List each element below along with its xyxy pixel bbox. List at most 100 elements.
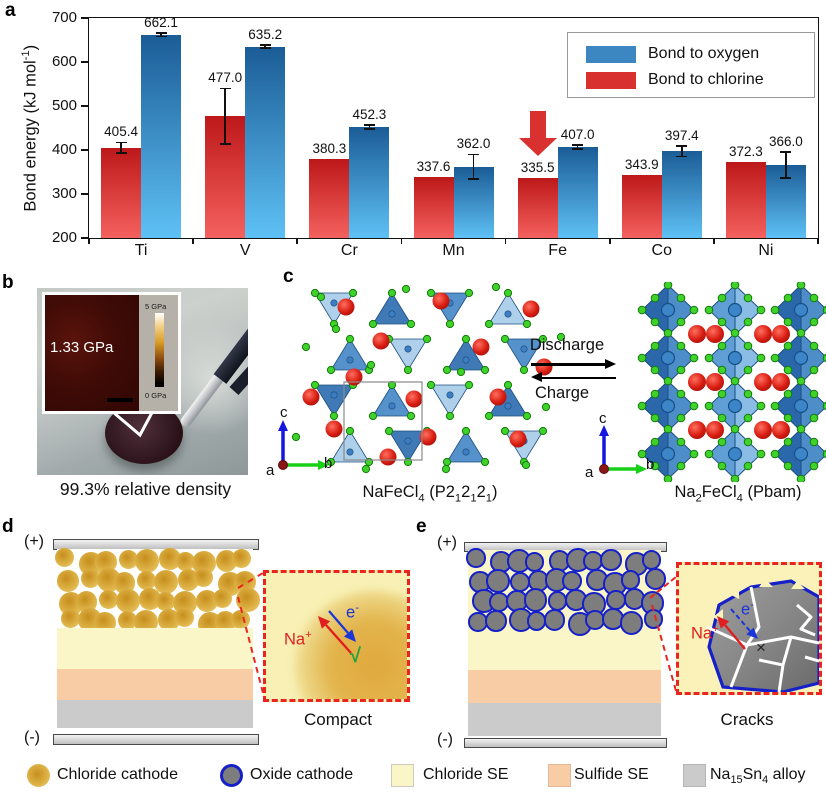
oxide-cathode-particle	[643, 609, 664, 629]
bar-bond-to-oxygen-Cr	[349, 126, 390, 238]
error-cap	[155, 35, 167, 38]
cl-atom	[650, 365, 660, 375]
cl-atom	[663, 474, 673, 482]
error-bar	[264, 45, 266, 48]
error-bar	[785, 151, 787, 179]
cl-atom	[538, 426, 548, 436]
axis-a-label-right: a	[585, 464, 594, 481]
oxide-cathode-swatch	[220, 764, 243, 787]
cl-atom	[770, 401, 780, 411]
a-axis-origin	[278, 460, 288, 470]
category-label-Co: Co	[651, 242, 672, 259]
chloride-cathode-particle	[75, 591, 98, 613]
cl-atom	[730, 282, 740, 290]
bottom-legend: Chloride cathode Oxide cathode Chloride …	[0, 760, 826, 793]
fe-atom	[520, 345, 528, 353]
cl-atom	[809, 437, 819, 447]
error-cap	[572, 143, 584, 146]
chloride-cathode-particle	[212, 589, 232, 608]
cl-atom	[637, 449, 647, 459]
sulfide-se-layer-e	[468, 670, 661, 703]
cl-atom	[442, 457, 452, 467]
cl-atom	[704, 401, 714, 411]
chloride-cathode-particle	[61, 609, 80, 628]
fe-atom	[346, 356, 354, 364]
fecl4-tetrahedron	[372, 292, 412, 325]
cl-atom	[503, 380, 513, 390]
y-tick	[81, 61, 88, 63]
chloride-cathode-particle	[174, 608, 194, 627]
chloride-se-label: Chloride SE	[423, 766, 509, 783]
x-tick	[713, 238, 715, 244]
fecl4-tetrahedron	[388, 338, 428, 371]
oxide-cathode-layer	[466, 548, 667, 636]
sulfide-se-layer-d	[57, 669, 253, 700]
value-label: 337.6	[416, 159, 451, 175]
cl-atom	[704, 305, 714, 315]
bottom-electrode-d	[53, 734, 259, 745]
bar-bond-to-oxygen-V	[245, 46, 286, 238]
cl-atom	[503, 288, 513, 298]
error-cap	[115, 152, 127, 154]
cl-atom	[310, 288, 320, 298]
cl-atom	[689, 353, 699, 363]
alloy-layer-e	[468, 703, 661, 736]
x-tick	[608, 238, 611, 244]
sulfide-se-label: Sulfide SE	[574, 766, 649, 783]
fe-atom	[660, 350, 676, 366]
fe-atom	[330, 391, 338, 399]
chloride-cathode-particle	[115, 589, 140, 613]
error-cap	[259, 47, 271, 49]
fecl4-tetrahedron	[330, 430, 370, 463]
oxide-cathode-particle	[510, 572, 530, 592]
unit-cell-box	[343, 381, 423, 461]
na-atom	[706, 325, 724, 343]
positive-terminal-d: (+)	[24, 533, 44, 550]
cl-atom	[456, 367, 466, 377]
error-cap	[468, 153, 479, 156]
chloride-cathode-particle	[175, 552, 195, 571]
na-atom	[372, 332, 390, 350]
cl-atom	[756, 305, 766, 315]
value-label: 662.1	[144, 14, 178, 30]
alloy-label: Na15Sn4 alloy	[710, 766, 806, 787]
cl-atom	[310, 380, 320, 390]
na-atom	[302, 388, 320, 406]
chloride-cathode-particle	[118, 550, 138, 569]
y-tick	[81, 149, 88, 151]
pellet-photo: 1.33 GPa 5 GPa 0 GPa	[37, 288, 248, 475]
oxide-cathode-particle	[606, 590, 626, 610]
error-cap	[676, 155, 688, 158]
na-atom	[754, 373, 772, 391]
na-atom	[345, 368, 363, 386]
error-bar	[224, 88, 226, 144]
alloy-swatch	[683, 764, 706, 787]
na-atom	[754, 421, 772, 439]
fe-atom	[504, 402, 512, 410]
cl-atom	[426, 288, 436, 298]
cl-atom	[650, 437, 660, 447]
error-cap	[219, 143, 231, 145]
cl-atom	[445, 411, 455, 421]
error-cap	[468, 178, 479, 180]
na2fecl4-formula: Na2FeCl4 (Pbam)	[674, 483, 802, 505]
cl-atom	[401, 284, 411, 294]
fe-atom	[462, 448, 470, 456]
value-label: 452.3	[352, 107, 387, 123]
cl-atom	[809, 365, 819, 375]
value-label: 477.0	[208, 70, 243, 86]
na-atom	[706, 373, 724, 391]
cl-atom	[387, 380, 397, 390]
na-atom	[772, 421, 790, 439]
cl-atom	[676, 365, 686, 375]
cl-atom	[464, 380, 474, 390]
cl-atom	[326, 365, 336, 375]
panel-c-letter: c	[283, 266, 294, 287]
oxide-cathode-label: Oxide cathode	[250, 766, 354, 783]
chloride-cathode-particle	[214, 611, 237, 633]
cl-atom	[541, 402, 551, 412]
cl-atom	[650, 317, 660, 327]
cl-atom	[770, 449, 780, 459]
cl-atom	[461, 426, 471, 436]
panel-a: a Bond energy (kJ mol-1) 200 300 400 500 600…	[0, 0, 826, 262]
